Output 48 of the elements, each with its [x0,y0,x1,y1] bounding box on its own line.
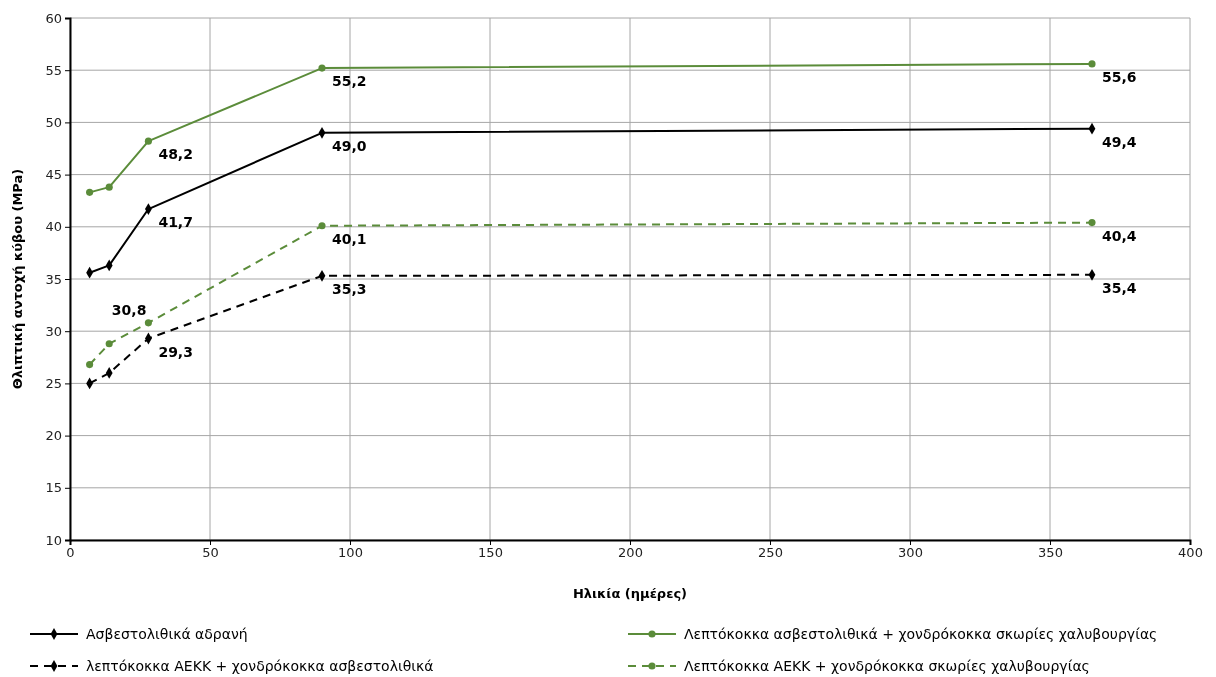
point [105,183,113,191]
x-axis-title: Ηλικία (ημέρες) [572,586,688,601]
x-tick-label: 100 [338,545,363,561]
x-tick-label: 150 [478,545,503,561]
data-label: 40,4 [1102,227,1137,244]
x-tick-label: 250 [758,545,783,561]
point [318,64,326,72]
point [105,340,113,348]
x-tick-label: 200 [618,545,643,561]
data-label: 41,7 [158,214,193,231]
data-label: 35,4 [1102,279,1137,296]
y-tick-label: 20 [45,428,62,444]
point [1088,60,1096,68]
x-tick-label: 50 [202,545,219,561]
data-label: 40,1 [332,230,367,247]
data-label: 55,6 [1102,68,1137,85]
point [1088,219,1096,227]
y-axis-title: Θλιπτική αντοχή κύβου (MPa) [10,168,25,390]
data-label: 49,0 [332,137,367,154]
point [144,319,152,327]
y-tick-label: 50 [45,115,62,131]
legend-label: Ασβεστολιθικά αδρανή [86,626,248,642]
data-label: 35,3 [332,280,367,297]
x-tick-label: 400 [1178,545,1203,561]
y-tick-label: 45 [45,167,62,183]
data-label: 30,8 [111,301,147,318]
data-label: 29,3 [158,343,193,360]
y-tick-label: 30 [45,323,62,339]
y-tick-label: 10 [45,532,62,548]
x-tick-label: 0 [66,545,75,561]
data-label: 55,2 [332,73,367,90]
data-label: 48,2 [158,146,193,163]
legend-label: Λεπτόκοκκα ασβεστολιθικά + χονδρόκοκκα σκωρίες χαλυβουργίας [684,626,1158,642]
x-tick-label: 350 [1038,545,1063,561]
data-label: 49,4 [1102,133,1137,150]
y-tick-label: 60 [45,10,62,26]
point [86,188,94,196]
point [144,137,152,145]
y-tick-label: 40 [45,219,62,235]
y-tick-label: 35 [45,271,62,287]
y-tick-label: 25 [45,376,62,392]
point [86,361,94,369]
y-tick-label: 55 [45,62,62,78]
x-tick-label: 300 [898,545,923,561]
point [318,222,326,230]
legend-label: λεπτόκοκκα ΑΕΚΚ + χονδρόκοκκα ασβεστολιθικά [86,658,434,674]
y-tick-label: 15 [45,480,62,496]
legend-label: Λεπτόκοκκα ΑΕΚΚ + χονδρόκοκκα σκωρίες χαλυβουργίας [684,658,1090,674]
